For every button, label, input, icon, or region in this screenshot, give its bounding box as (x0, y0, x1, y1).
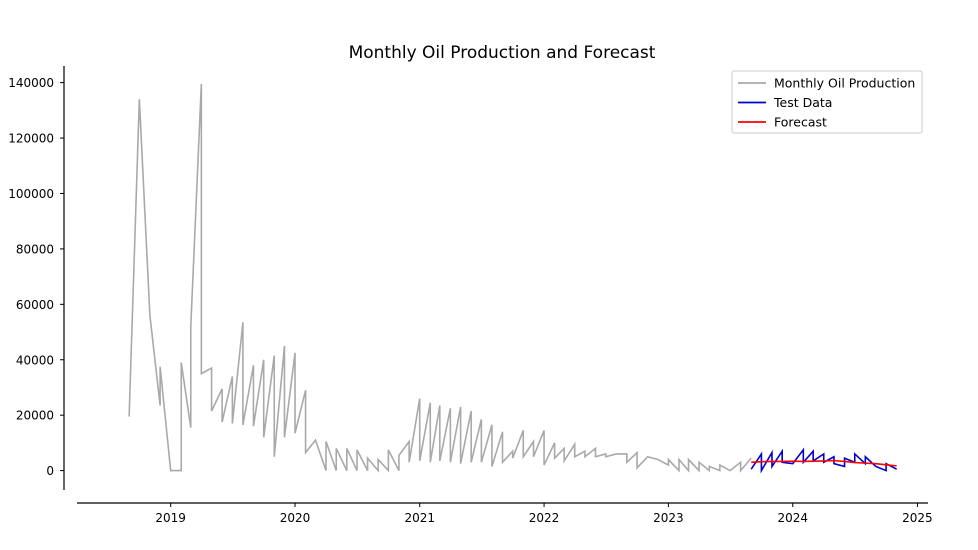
y-tick-label: 80000 (16, 242, 54, 256)
chart-title: Monthly Oil Production and Forecast (349, 43, 656, 63)
x-tick-label: 2025 (902, 511, 933, 525)
legend-items: Monthly Oil Production Test Data Forecast (738, 76, 915, 130)
x-tick-label: 2019 (155, 511, 186, 525)
y-tick-label: 40000 (16, 353, 54, 367)
x-tick-label: 2023 (653, 511, 684, 525)
legend-frame (731, 70, 923, 134)
x-tick-label: 2020 (280, 511, 311, 525)
series-monthly-oil-production (128, 83, 752, 473)
x-tick-label: 2022 (529, 511, 560, 525)
x-tick-label: 2021 (404, 511, 435, 525)
y-tick-label: 60000 (16, 298, 54, 312)
y-tick-label: 100000 (8, 187, 54, 201)
y-ticks: 0 20000 40000 60000 80000 100000 120000 140000 (8, 76, 64, 478)
series-line-test-data (750, 447, 898, 474)
y-tick-label: 20000 (16, 409, 54, 423)
x-ticks: 2019 2020 2021 2022 2023 2024 2025 (155, 503, 933, 525)
x-tick-label: 2024 (777, 511, 808, 525)
legend-label: Test Data (773, 95, 832, 110)
series-forecast (751, 459, 897, 467)
axes: 020000400006000080000100000120000140000 … (8, 66, 933, 525)
legend-label: Forecast (774, 115, 827, 130)
series-line-monthly-oil-production (128, 83, 752, 473)
legend-label: Monthly Oil Production (774, 76, 915, 91)
y-tick-label: 120000 (8, 132, 54, 146)
series-layer (128, 83, 898, 474)
y-tick-label: 140000 (8, 76, 54, 90)
legend: Monthly Oil Production Test Data Forecast (731, 70, 923, 134)
y-tick-label: 0 (46, 464, 54, 478)
